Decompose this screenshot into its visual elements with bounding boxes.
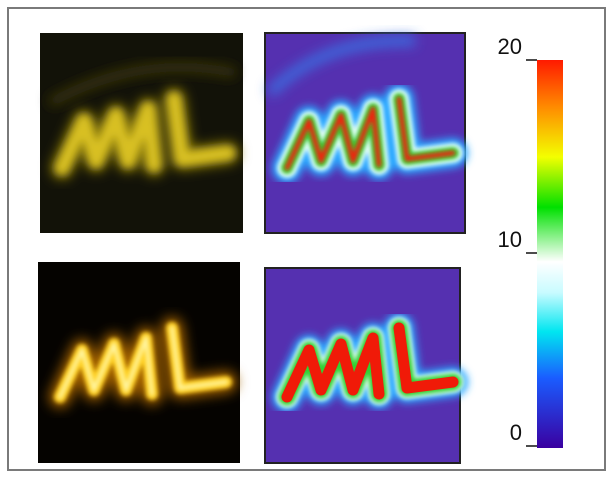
heatmap-top-right [265,33,465,233]
colorbar [537,60,563,448]
photo-bottom-left [38,262,240,463]
tick-label: 0 [510,420,522,445]
photo-top-left [40,33,243,233]
tick-label: 10 [498,227,522,252]
page: 01020 (() => { const data = JSON.parse(d… [0,0,613,479]
tick-label: 20 [498,34,522,59]
heatmap-bottom-right [265,268,460,463]
figure: 0 10 20 [0,0,613,479]
